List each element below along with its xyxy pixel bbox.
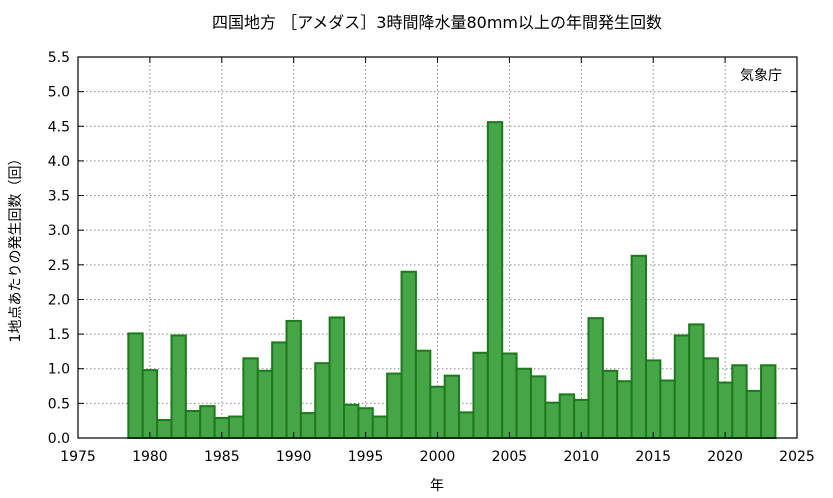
y-tick-label: 3.5 xyxy=(48,189,70,205)
x-tick-label: 2005 xyxy=(492,449,528,465)
bar-2007 xyxy=(529,375,547,439)
chart-title: 四国地方 ［アメダス］3時間降水量80mm以上の年間発生回数 xyxy=(212,13,662,32)
y-tick-label: 1.5 xyxy=(48,327,70,343)
bar-1998 xyxy=(400,270,417,439)
bar-2006 xyxy=(515,367,532,439)
bar-2011 xyxy=(587,317,604,439)
x-axis-label: 年 xyxy=(430,478,444,494)
x-tick-label: 2000 xyxy=(420,449,456,465)
bar-2018 xyxy=(688,323,705,439)
bars xyxy=(127,121,777,440)
x-tick-label: 1990 xyxy=(276,449,312,465)
bar-2023 xyxy=(760,364,777,440)
bar-2013 xyxy=(616,380,633,439)
chart-annotation: 気象庁 xyxy=(740,68,782,84)
bar-1990 xyxy=(285,319,302,439)
bar-2022 xyxy=(745,389,763,439)
bar-1982 xyxy=(170,334,187,439)
bar-2004 xyxy=(486,121,504,439)
bar-1999 xyxy=(414,349,432,440)
x-tick-label: 2025 xyxy=(779,449,815,465)
bar-1979 xyxy=(127,332,144,440)
bar-2012 xyxy=(601,369,619,439)
x-tick-label: 1995 xyxy=(348,449,384,465)
bar-2020 xyxy=(716,381,734,439)
bar-2005 xyxy=(501,352,518,439)
y-tick-label: 5.5 xyxy=(48,50,70,66)
x-tick-label: 2010 xyxy=(563,449,599,465)
y-tick-label: 5.0 xyxy=(48,85,70,101)
bar-1987 xyxy=(242,357,259,439)
x-tick-label: 1975 xyxy=(60,449,96,465)
x-tick-labels: 1975 1980 1985 1990 1995 2000 2005 2010 2015 2020… xyxy=(60,449,815,465)
bar-1992 xyxy=(314,362,331,439)
bar-2017 xyxy=(673,334,691,439)
bar-2003 xyxy=(472,351,489,440)
bar-2014 xyxy=(630,254,648,439)
bar-2008 xyxy=(544,401,561,439)
bar-2002 xyxy=(458,411,475,439)
bar-1989 xyxy=(271,341,288,439)
x-tick-label: 1985 xyxy=(204,449,240,465)
y-tick-label: 0.0 xyxy=(48,431,70,447)
ticks xyxy=(77,56,798,439)
bar-2016 xyxy=(659,379,676,439)
x-tick-label: 1980 xyxy=(132,449,168,465)
y-axis-label: 1地点あたりの発生回数（回） xyxy=(8,152,24,343)
bar-1996 xyxy=(371,415,389,439)
bar-1993 xyxy=(328,316,346,439)
bar-1986 xyxy=(227,415,245,439)
bar-1980 xyxy=(141,369,159,440)
bar-2000 xyxy=(429,385,446,440)
y-tick-label: 1.0 xyxy=(48,362,70,378)
bar-1988 xyxy=(256,369,274,439)
x-tick-label: 2020 xyxy=(707,449,743,465)
bar-2001 xyxy=(443,374,461,439)
bar-2015 xyxy=(645,359,662,440)
y-tick-label: 3.0 xyxy=(48,223,70,239)
bar-2009 xyxy=(558,393,576,440)
y-tick-label: 4.5 xyxy=(48,119,70,135)
bar-1997 xyxy=(386,372,403,439)
bar-1984 xyxy=(199,405,216,440)
bar-1994 xyxy=(343,403,360,439)
y-tick-labels: 0.0 0.5 1.0 1.5 2.0 2.5 3.0 3.5 4.0 4.5 5.0 5.5 xyxy=(48,50,70,447)
y-tick-label: 2.5 xyxy=(48,258,70,274)
bar-2019 xyxy=(702,357,719,439)
bar-1991 xyxy=(299,412,317,440)
y-tick-label: 4.0 xyxy=(48,154,70,170)
bar-1983 xyxy=(184,409,202,440)
y-tick-label: 2.0 xyxy=(48,292,70,308)
x-tick-label: 2015 xyxy=(635,449,671,465)
bar-1981 xyxy=(156,418,173,440)
bar-2021 xyxy=(731,364,748,440)
y-tick-label: 0.5 xyxy=(48,396,70,412)
